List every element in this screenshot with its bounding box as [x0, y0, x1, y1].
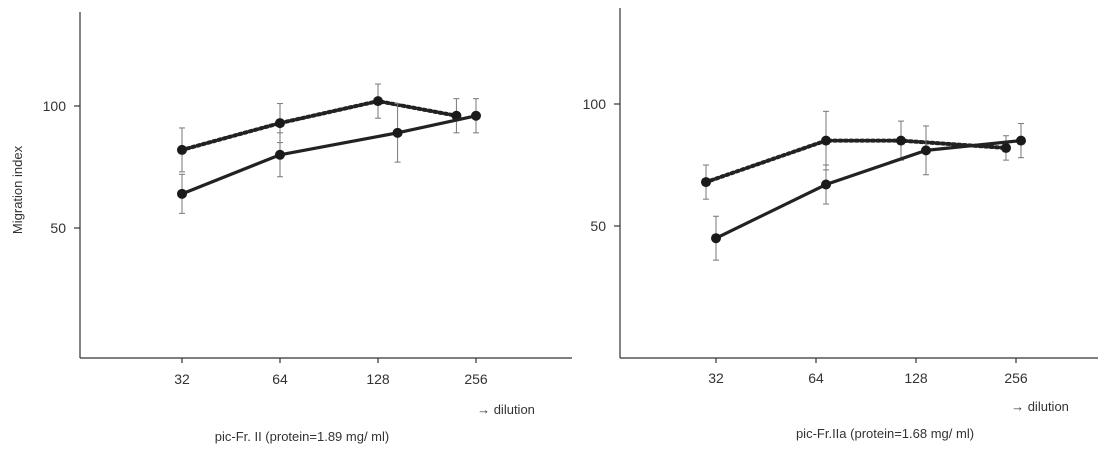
- series-line-dotted: [180, 99, 459, 152]
- left-x-axis-label: → dilution: [477, 402, 535, 417]
- series-line-solid: [715, 139, 1022, 240]
- data-point: [896, 135, 906, 146]
- data-point: [275, 149, 285, 160]
- x-tick-label: 256: [464, 371, 488, 387]
- chart-panel-left: 50 100 32 64 128 256: [43, 12, 572, 387]
- data-point: [701, 177, 711, 188]
- x-tick-label: 128: [904, 370, 928, 386]
- data-point: [471, 110, 481, 121]
- right-caption: pic-Fr.IIa (protein=1.68 mg/ ml): [796, 426, 974, 441]
- data-point: [921, 145, 931, 156]
- series-line-solid: [181, 114, 477, 196]
- data-point: [821, 179, 831, 190]
- chart-panel-right: 50 100 32 64 128 256: [583, 8, 1098, 386]
- left-y-axis-label: Migration index: [10, 145, 25, 234]
- data-point: [821, 135, 831, 146]
- y-tick-label: 50: [50, 220, 66, 236]
- data-point: [373, 96, 383, 107]
- x-tick-label: 64: [272, 371, 288, 387]
- left-caption: pic-Fr. II (protein=1.89 mg/ ml): [215, 429, 389, 444]
- data-point: [711, 233, 721, 244]
- series-line-dotted: [704, 138, 1008, 185]
- x-tick-label: 32: [174, 371, 190, 387]
- data-point: [1016, 135, 1026, 146]
- x-tick-label: 128: [366, 371, 390, 387]
- y-tick-label: 50: [590, 218, 606, 234]
- data-point: [392, 127, 403, 138]
- data-point: [177, 144, 187, 155]
- right-x-axis-label: → dilution: [1011, 399, 1069, 414]
- y-tick-label: 100: [43, 98, 67, 114]
- data-point: [1001, 142, 1011, 153]
- data-point: [177, 188, 187, 199]
- x-tick-label: 64: [808, 370, 824, 386]
- x-tick-label: 32: [708, 370, 724, 386]
- x-tick-label: 256: [1004, 370, 1028, 386]
- data-point: [275, 118, 285, 129]
- y-tick-label: 100: [583, 96, 607, 112]
